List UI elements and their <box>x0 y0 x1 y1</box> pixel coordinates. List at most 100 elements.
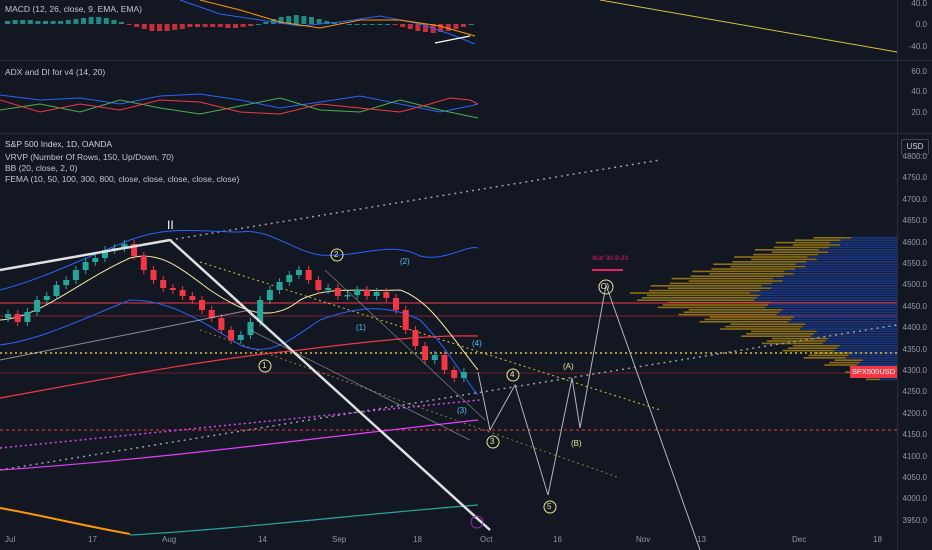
volume-profile-bar <box>779 311 897 313</box>
macd-axis-label: 0.0 <box>915 20 927 29</box>
macd-histogram-bar <box>202 24 208 27</box>
currency-button[interactable]: USD <box>901 139 929 155</box>
macd-histogram-bar <box>164 24 170 31</box>
price-axis[interactable]: 40.0 0.0 -40.0 60.0 40.0 20.0 4800.0 4750… <box>897 0 932 550</box>
macd-histogram-bar <box>149 24 155 31</box>
macd-axis-label: -40.0 <box>908 42 927 51</box>
volume-profile-bar <box>830 241 897 244</box>
volume-profile-bar <box>805 323 897 325</box>
biz-note-label[interactable]: /biz/ 30-9-23 <box>592 255 629 262</box>
macd-histogram-bar <box>271 19 276 24</box>
volume-profile-bar <box>741 335 812 337</box>
volume-profile-bar <box>636 299 754 301</box>
candle-body <box>218 318 225 330</box>
wave-5-circle <box>543 500 557 514</box>
macd-histogram <box>5 15 474 33</box>
volume-profile-bar <box>751 330 817 333</box>
volume-profile-bar <box>732 261 807 263</box>
bb-legend[interactable]: BB (20, close, 2, 0) <box>5 163 78 173</box>
adx-line <box>0 93 479 113</box>
candle-body <box>393 298 399 310</box>
macd-histogram-bar <box>172 24 178 30</box>
volume-profile-bar <box>782 349 835 352</box>
candle-body <box>344 295 351 297</box>
macd-histogram-bar <box>278 17 284 24</box>
volume-profile-bar <box>822 342 897 345</box>
wave-a-label: (A) <box>563 362 574 371</box>
volume-profile-bar <box>773 246 830 249</box>
macd-histogram-bar <box>438 24 444 32</box>
candle-body <box>102 250 108 258</box>
wave-2-circle <box>330 248 344 262</box>
candle-body <box>228 330 235 340</box>
chart-title[interactable]: S&P 500 Index, 1D, OANDA <box>5 139 113 149</box>
macd-histogram-bar <box>468 24 474 25</box>
volume-profile-bar <box>768 304 897 306</box>
macd-line <box>179 0 476 45</box>
vrvp-legend[interactable]: VRVP (Number Of Rows, 150, Up/Down, 70) <box>5 152 174 162</box>
volume-profile-bar <box>782 280 897 282</box>
wave-4-circle <box>506 368 520 382</box>
yellow-channel-2 <box>199 329 621 479</box>
candle-body <box>150 270 157 280</box>
volume-profile-bar <box>699 321 789 323</box>
time-axis-label: 17 <box>88 535 97 544</box>
chart-canvas[interactable] <box>0 0 897 550</box>
macd-histogram-bar <box>392 24 398 25</box>
macd-histogram-bar <box>324 21 330 24</box>
volume-profile-bar <box>709 273 794 275</box>
candle-body <box>383 292 390 298</box>
macd-histogram-bar <box>35 21 41 24</box>
wave-roman-label: II <box>167 218 174 232</box>
volume-profile-bar <box>690 275 784 277</box>
macd-histogram-bar <box>461 24 466 27</box>
ema-short-line <box>0 255 479 371</box>
candle-body <box>131 244 138 256</box>
time-axis-label: 18 <box>873 535 882 544</box>
volume-profile-bar <box>808 354 849 357</box>
volume-profile-bar <box>766 340 826 342</box>
candle-body <box>34 300 41 312</box>
macd-histogram-bar <box>385 24 390 25</box>
macd-histogram-bar <box>96 17 102 24</box>
fema-legend[interactable]: FEMA (10, 50, 100, 300, 800, close, clos… <box>5 174 240 184</box>
volume-profile-bar <box>828 337 897 340</box>
volume-profile-bar <box>782 309 897 311</box>
symbol-price-badge[interactable]: SPX500USD <box>850 366 897 378</box>
wave-4-label: 4 <box>510 370 515 379</box>
volume-profile-bar <box>692 270 785 273</box>
macd-histogram-bar <box>354 24 360 25</box>
volume-profile-bar <box>787 347 837 349</box>
price-axis-label: 4600.0 <box>902 237 927 247</box>
di-minus-line <box>0 97 479 115</box>
volume-profile-bar <box>667 287 771 289</box>
macd-histogram-bar <box>423 24 428 32</box>
volume-profile-bar <box>756 297 897 299</box>
macd-histogram-bar <box>12 20 18 24</box>
volume-profile-bar <box>753 253 818 256</box>
adx-legend[interactable]: ADX and DI for v4 (14, 20) <box>5 67 106 77</box>
price-candles <box>5 240 467 382</box>
candle-body <box>179 290 186 296</box>
macd-histogram-bar <box>445 24 451 31</box>
lightning-icon[interactable] <box>470 515 484 529</box>
macd-axis-label: 40.0 <box>911 0 927 8</box>
candle-body <box>305 270 312 280</box>
volume-profile-bar <box>730 265 806 268</box>
adx-axis-label: 20.0 <box>911 108 927 117</box>
candle-body <box>43 296 50 300</box>
volume-profile-bar <box>761 342 823 345</box>
macd-legend[interactable]: MACD (12, 26, close, 9, EMA, EMA) <box>5 4 142 14</box>
price-axis-label: 4550.0 <box>902 259 927 268</box>
macd-histogram-bar <box>255 24 261 25</box>
price-axis-label: 4750.0 <box>902 173 927 183</box>
macd-yellow-trendline <box>599 0 897 53</box>
volume-profile-bar <box>725 325 803 328</box>
time-axis-label: Oct <box>480 535 493 544</box>
macd-histogram-bar <box>195 24 200 27</box>
wave-3-circle <box>486 435 500 449</box>
macd-histogram-bar <box>400 24 406 27</box>
macd-histogram-bar <box>248 24 254 26</box>
volume-profile-bar <box>862 359 897 361</box>
volume-profile-bar <box>746 333 815 335</box>
